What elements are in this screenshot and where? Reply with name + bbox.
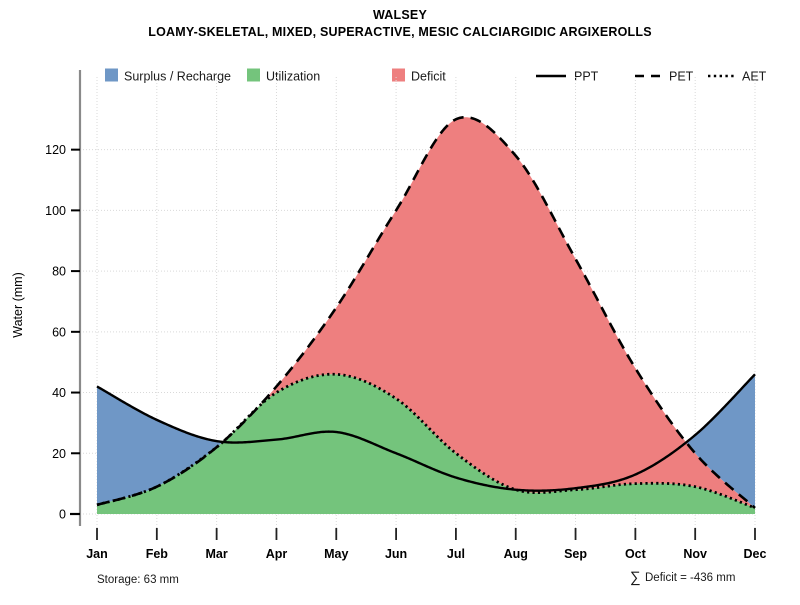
y-tick-label: 120 bbox=[45, 143, 66, 157]
y-tick-label: 100 bbox=[45, 204, 66, 218]
x-axis-ticks: Jan Feb Mar Apr May Jun Jul Aug Sep Oct Nov Dec bbox=[86, 528, 767, 561]
y-tick-label: 0 bbox=[59, 508, 66, 522]
sigma-icon: ∑ bbox=[630, 569, 641, 586]
legend-label-2: Deficit bbox=[411, 70, 446, 84]
x-tick-label-feb: Feb bbox=[146, 547, 169, 561]
deficit-annotation-text: Deficit = -436 mm bbox=[645, 572, 735, 584]
x-tick-label-nov: Nov bbox=[683, 547, 707, 561]
x-tick-label-may: May bbox=[324, 547, 348, 561]
x-tick-label-jul: Jul bbox=[447, 547, 465, 561]
x-tick-label-sep: Sep bbox=[564, 547, 587, 561]
x-tick-label-jan: Jan bbox=[86, 547, 108, 561]
y-tick-label: 80 bbox=[52, 265, 66, 279]
series-line-ppt bbox=[96, 373, 756, 492]
legend-swatch-2 bbox=[392, 68, 405, 82]
surplus-area bbox=[686, 374, 755, 508]
surplus-area bbox=[97, 386, 222, 505]
filled-areas bbox=[97, 117, 755, 514]
chart-legend: Surplus / Recharge Utilization Deficit PPT P… bbox=[105, 68, 767, 84]
deficit-annotation: ∑ Deficit = -436 mm bbox=[630, 569, 735, 586]
x-tick-label-jun: Jun bbox=[385, 547, 407, 561]
x-tick-label-apr: Apr bbox=[266, 547, 288, 561]
legend-label-0: Surplus / Recharge bbox=[124, 70, 231, 84]
legend-swatch-0 bbox=[105, 68, 118, 82]
series-line-pet bbox=[96, 115, 756, 509]
legend-swatch-1 bbox=[247, 68, 260, 82]
utilization-area bbox=[97, 374, 755, 514]
y-axis-title: Water (mm) bbox=[11, 272, 25, 338]
data-lines bbox=[96, 115, 756, 510]
legend-line-label-aet: AET bbox=[742, 70, 767, 84]
legend-label-1: Utilization bbox=[266, 70, 320, 84]
deficit-area bbox=[258, 117, 754, 508]
y-tick-label: 20 bbox=[52, 447, 66, 461]
y-tick-label: 60 bbox=[52, 325, 66, 339]
y-tick-label: 40 bbox=[52, 386, 66, 400]
x-tick-label-aug: Aug bbox=[504, 547, 528, 561]
x-tick-label-dec: Dec bbox=[744, 547, 767, 561]
storage-annotation: Storage: 63 mm bbox=[97, 574, 179, 586]
x-tick-label-oct: Oct bbox=[625, 547, 647, 561]
series-line-aet bbox=[96, 372, 756, 510]
y-axis-ticks: 0 20 40 60 80 100 120 bbox=[45, 143, 80, 522]
page-subtitle: LOAMY-SKELETAL, MIXED, SUPERACTIVE, MESI… bbox=[148, 25, 652, 39]
legend-line-label-ppt: PPT bbox=[574, 70, 599, 84]
x-tick-label-mar: Mar bbox=[206, 547, 228, 561]
legend-line-label-pet: PET bbox=[669, 70, 694, 84]
page-title: WALSEY bbox=[373, 8, 427, 22]
